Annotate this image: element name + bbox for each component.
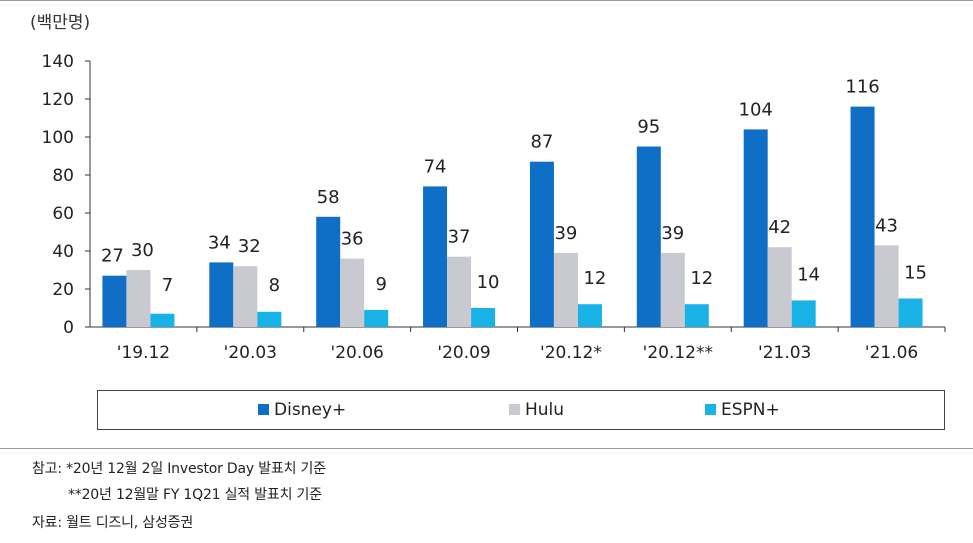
bar-disney bbox=[743, 129, 768, 327]
bar-disney bbox=[209, 262, 234, 327]
data-label: 58 bbox=[317, 187, 340, 208]
data-label: 12 bbox=[583, 268, 606, 289]
chart-legend: Disney+ Hulu ESPN+ bbox=[97, 390, 945, 430]
bar-espn bbox=[150, 313, 175, 327]
y-tick-label: 80 bbox=[52, 166, 74, 186]
data-label: 9 bbox=[375, 274, 386, 295]
bar-espn bbox=[684, 304, 709, 327]
footnote-2: **20년 12월말 FY 1Q21 실적 발표치 기준 bbox=[68, 487, 322, 503]
x-tick-label: '20.12* bbox=[540, 343, 602, 363]
bar-disney bbox=[316, 216, 341, 327]
x-tick-label: '21.03 bbox=[758, 343, 811, 363]
legend-item-hulu: Hulu bbox=[509, 400, 564, 420]
data-label: 39 bbox=[554, 223, 577, 244]
bar-disney bbox=[529, 161, 554, 327]
data-label: 32 bbox=[238, 236, 261, 257]
bar-espn bbox=[791, 300, 816, 327]
data-label: 8 bbox=[269, 275, 280, 296]
data-label: 95 bbox=[637, 117, 660, 138]
legend-item-espn: ESPN+ bbox=[705, 400, 780, 420]
legend-label-disney: Disney+ bbox=[274, 400, 347, 420]
y-tick-label: 60 bbox=[52, 204, 74, 224]
y-tick-label: 0 bbox=[63, 318, 74, 338]
x-tick-label: '20.09 bbox=[437, 343, 490, 363]
bar-hulu bbox=[553, 252, 578, 327]
bar-espn bbox=[898, 298, 923, 327]
data-label: 74 bbox=[424, 156, 447, 177]
bar-hulu bbox=[767, 247, 792, 327]
data-label: 39 bbox=[661, 223, 684, 244]
data-label: 7 bbox=[162, 275, 173, 296]
top-rule bbox=[0, 0, 973, 1]
legend-label-hulu: Hulu bbox=[525, 400, 565, 420]
x-tick-label: '20.06 bbox=[331, 343, 384, 363]
x-tick-label: '19.12 bbox=[117, 343, 170, 363]
data-label: 10 bbox=[477, 272, 500, 293]
data-label: 87 bbox=[530, 132, 553, 153]
data-label: 30 bbox=[131, 240, 154, 261]
legend-swatch-hulu bbox=[509, 404, 520, 415]
x-tick-label: '21.06 bbox=[865, 343, 918, 363]
bar-hulu bbox=[340, 258, 365, 327]
bar-hulu bbox=[126, 270, 151, 327]
bar-hulu bbox=[660, 252, 685, 327]
y-tick-label: 140 bbox=[42, 52, 74, 72]
y-tick-label: 120 bbox=[42, 90, 74, 110]
bar-espn bbox=[257, 311, 282, 327]
data-label: 116 bbox=[845, 77, 879, 98]
data-label: 27 bbox=[101, 246, 124, 267]
bar-disney bbox=[850, 106, 875, 327]
data-label: 36 bbox=[341, 229, 364, 250]
legend-swatch-disney bbox=[258, 404, 269, 415]
data-label: 42 bbox=[768, 217, 791, 238]
y-axis-unit-label: (백만명) bbox=[30, 13, 91, 33]
y-tick-label: 20 bbox=[52, 280, 74, 300]
bar-espn bbox=[364, 309, 389, 327]
bar-espn bbox=[471, 308, 496, 327]
footnote-1: 참고: *20년 12월 2일 Investor Day 발표치 기준 bbox=[32, 461, 326, 477]
y-tick-label: 40 bbox=[52, 242, 74, 262]
data-label: 34 bbox=[208, 232, 231, 253]
bar-hulu bbox=[447, 256, 472, 327]
bar-chart: 0 20 40 60 80 100 120 140 '19.12 27 30 7 '20.03 34 32 8… bbox=[42, 52, 946, 363]
bar-hulu bbox=[233, 266, 258, 327]
bar-disney bbox=[102, 275, 127, 327]
y-tick-label: 100 bbox=[42, 128, 74, 148]
x-tick-label: '20.03 bbox=[224, 343, 277, 363]
data-label: 15 bbox=[904, 263, 927, 284]
x-tick-label: '20.12** bbox=[643, 343, 713, 363]
legend-swatch-espn bbox=[705, 404, 716, 415]
data-label: 43 bbox=[875, 215, 898, 236]
data-label: 14 bbox=[797, 264, 820, 285]
bottom-rule bbox=[0, 448, 973, 449]
bar-disney bbox=[423, 186, 448, 327]
data-label: 37 bbox=[448, 227, 471, 248]
bar-disney bbox=[636, 146, 661, 327]
data-label: 104 bbox=[739, 99, 773, 120]
data-label: 12 bbox=[690, 268, 713, 289]
legend-item-disney: Disney+ bbox=[258, 400, 346, 420]
legend-label-espn: ESPN+ bbox=[721, 400, 780, 420]
source-note: 자료: 월트 디즈니, 삼성증권 bbox=[32, 515, 193, 531]
bar-hulu bbox=[874, 245, 899, 327]
bar-espn bbox=[577, 304, 602, 327]
